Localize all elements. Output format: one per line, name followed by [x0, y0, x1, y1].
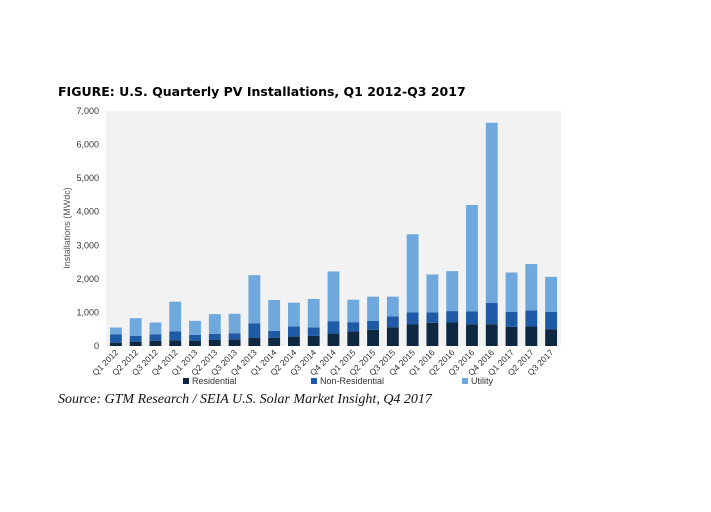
bar-utility-17 — [446, 271, 459, 312]
bar-non-residential-11 — [327, 321, 340, 334]
bar-non-residential-14 — [386, 316, 399, 328]
bar-non-residential-18 — [466, 311, 478, 325]
bar-non-residential-3 — [169, 331, 182, 341]
bar-non-residential-22 — [545, 311, 558, 330]
bar-non-residential-1 — [129, 335, 142, 342]
bar-non-residential-13 — [367, 320, 379, 330]
bar-residential-14 — [386, 327, 399, 346]
bar-residential-19 — [485, 324, 498, 346]
y-tick-label: 4,000 — [76, 207, 99, 217]
bar-residential-13 — [367, 329, 379, 346]
bar-utility-4 — [189, 320, 201, 335]
bar-residential-20 — [505, 326, 518, 346]
bar-non-residential-4 — [189, 334, 201, 341]
bar-utility-21 — [525, 264, 538, 311]
bar-residential-17 — [446, 322, 459, 346]
bar-residential-9 — [288, 336, 300, 346]
bar-utility-16 — [426, 274, 439, 313]
y-axis: 0 1,000 2,000 3,000 4,000 5,000 6,000 7,000 — [76, 106, 99, 351]
bar-non-residential-20 — [505, 311, 518, 327]
legend-label: Non-Residential — [320, 376, 384, 386]
figure-title: FIGURE: U.S. Quarterly PV Installations,… — [58, 84, 466, 99]
bar-residential-22 — [545, 329, 558, 346]
bar-non-residential-8 — [268, 330, 281, 338]
bar-utility-18 — [466, 205, 478, 312]
bar-residential-10 — [307, 335, 320, 346]
y-tick-label: 1,000 — [76, 307, 99, 317]
bar-utility-14 — [386, 296, 399, 317]
bar-non-residential-15 — [406, 312, 419, 325]
legend-swatch — [462, 378, 468, 384]
bar-residential-12 — [347, 331, 360, 346]
bar-non-residential-0 — [109, 334, 122, 343]
bar-utility-20 — [505, 272, 518, 312]
bar-residential-15 — [406, 324, 419, 346]
bar-utility-9 — [288, 302, 300, 327]
bar-non-residential-19 — [485, 303, 498, 325]
bar-non-residential-5 — [208, 333, 221, 340]
bar-non-residential-10 — [307, 327, 320, 336]
bar-utility-1 — [129, 318, 142, 336]
bar-residential-0 — [109, 342, 122, 346]
bar-non-residential-21 — [525, 310, 538, 327]
bar-residential-5 — [208, 339, 221, 346]
y-tick-label: 5,000 — [76, 173, 99, 183]
bar-utility-5 — [208, 314, 221, 334]
bar-residential-7 — [248, 337, 261, 346]
bar-non-residential-6 — [228, 333, 241, 340]
bar-utility-6 — [228, 313, 241, 334]
legend-label: Residential — [192, 376, 237, 386]
legend-swatch — [183, 378, 189, 384]
bar-utility-11 — [327, 271, 340, 322]
bar-residential-1 — [129, 341, 142, 346]
bar-utility-19 — [485, 122, 498, 304]
y-tick-label: 0 — [94, 341, 99, 351]
bar-residential-18 — [466, 324, 478, 346]
bar-residential-3 — [169, 340, 182, 346]
bar-utility-15 — [406, 234, 419, 313]
y-tick-label: 3,000 — [76, 240, 99, 250]
y-tick-label: 6,000 — [76, 140, 99, 150]
bar-utility-10 — [307, 299, 320, 328]
bar-residential-16 — [426, 322, 439, 346]
bar-residential-2 — [149, 340, 162, 346]
bar-residential-6 — [228, 339, 241, 346]
bar-utility-3 — [169, 301, 182, 332]
figure-source: Source: GTM Research / SEIA U.S. Solar M… — [58, 392, 432, 407]
bar-residential-11 — [327, 333, 340, 346]
bar-residential-4 — [189, 340, 201, 346]
bar-non-residential-17 — [446, 311, 459, 323]
bar-utility-7 — [248, 275, 261, 324]
legend: Residential Non-Residential Utility — [183, 376, 493, 386]
y-tick-label: 7,000 — [76, 106, 99, 116]
y-tick-label: 2,000 — [76, 274, 99, 284]
bar-residential-21 — [525, 326, 538, 346]
bar-non-residential-16 — [426, 312, 439, 323]
y-axis-label: Installations (MWdc) — [62, 187, 72, 269]
bar-utility-8 — [268, 300, 281, 331]
bar-utility-0 — [109, 327, 122, 335]
bar-utility-13 — [367, 296, 379, 321]
bar-utility-2 — [149, 322, 162, 335]
bar-residential-8 — [268, 337, 281, 346]
bar-non-residential-12 — [347, 322, 360, 332]
bar-non-residential-9 — [288, 326, 300, 337]
bar-non-residential-7 — [248, 323, 261, 338]
bar-utility-12 — [347, 299, 360, 323]
bar-non-residential-2 — [149, 334, 162, 341]
bar-utility-22 — [545, 276, 558, 312]
bars — [109, 122, 558, 346]
legend-label: Utility — [471, 376, 493, 386]
legend-swatch — [311, 378, 317, 384]
